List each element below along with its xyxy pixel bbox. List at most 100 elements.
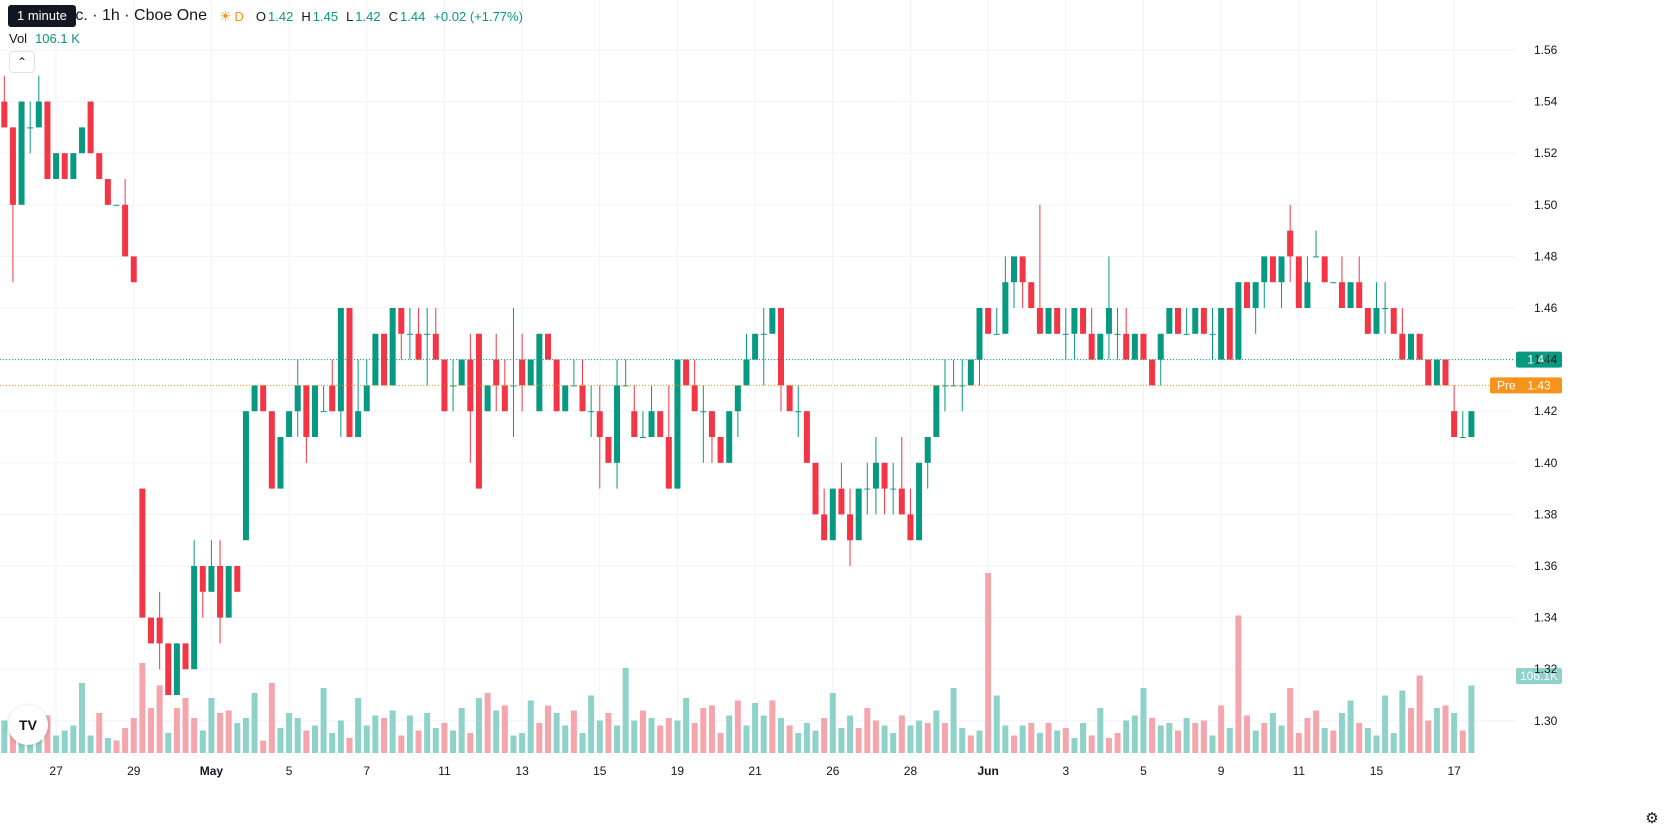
volume-bar	[1192, 723, 1199, 753]
volume-bar	[536, 723, 543, 753]
chevron-up-icon: ⌃	[16, 55, 28, 69]
volume-bar	[1166, 723, 1173, 753]
tradingview-logo[interactable]: TV	[8, 705, 48, 745]
volume-bar	[1407, 708, 1414, 753]
candle-body	[976, 308, 983, 360]
candle-body	[1218, 308, 1225, 360]
volume-bar	[1157, 725, 1164, 753]
volume-bar	[683, 698, 690, 753]
candle-body	[1382, 308, 1389, 309]
candle-body	[1209, 333, 1216, 335]
candle-body	[1105, 308, 1112, 334]
volume-bar	[234, 723, 241, 753]
candle-body	[933, 385, 940, 437]
candle-body	[1295, 256, 1302, 308]
y-tick-label: 1.36	[1534, 559, 1558, 573]
volume-bar	[700, 708, 707, 753]
candle-body	[303, 385, 310, 437]
volume-bar	[1011, 735, 1018, 753]
volume-bar	[104, 738, 111, 753]
candle-body	[734, 385, 741, 412]
candle-body	[1416, 333, 1423, 360]
volume-legend: Vol 106.1 K	[9, 31, 80, 46]
volume-bar	[1304, 718, 1311, 753]
volume-bar	[484, 693, 491, 753]
volume-bar	[148, 708, 155, 753]
volume-bar	[1174, 730, 1181, 753]
volume-bar	[363, 725, 370, 753]
volume-bar	[406, 715, 413, 753]
gear-icon[interactable]: ⚙	[1645, 810, 1659, 827]
volume-bar	[570, 710, 577, 753]
volume-bar	[191, 718, 198, 753]
volume-bar	[1209, 735, 1216, 753]
candle-body	[1399, 333, 1406, 360]
candle-body	[821, 514, 828, 541]
candle-body	[1261, 256, 1268, 283]
volume-bar	[1287, 688, 1294, 753]
symbol-title[interactable]: Inc. · 1h · Cboe One	[62, 7, 207, 24]
candle-body	[398, 308, 405, 334]
volume-bar	[122, 728, 129, 753]
volume-bar	[821, 718, 828, 753]
candle-body	[1364, 308, 1371, 334]
candle-body	[18, 101, 25, 205]
candle-body	[907, 514, 914, 541]
low-value: 1.42	[355, 8, 381, 24]
candle-body	[493, 359, 500, 386]
candle-body	[1330, 282, 1337, 284]
candle-body	[864, 488, 871, 490]
candle-body	[1166, 308, 1173, 334]
candle-body	[424, 333, 431, 335]
candle-body	[786, 385, 793, 412]
candle-body	[148, 617, 155, 644]
candle-body	[501, 385, 508, 412]
volume-bar	[87, 735, 94, 753]
x-tick-label: 17	[1447, 764, 1461, 778]
candle-body	[657, 411, 664, 437]
candle-body	[950, 385, 957, 387]
candle-body	[881, 462, 888, 489]
candle-body	[924, 437, 931, 463]
y-tick-label: 1.38	[1534, 507, 1558, 521]
candle-body	[9, 127, 16, 205]
volume-bar	[251, 693, 258, 753]
candle-body	[752, 333, 759, 360]
candle-body	[527, 359, 534, 386]
volume-bar	[778, 718, 784, 753]
candle-body	[1433, 359, 1440, 386]
candle-body	[458, 359, 465, 386]
y-tick-label: 1.44	[1534, 353, 1558, 367]
candle-body	[165, 643, 172, 695]
collapse-legend-button[interactable]: ⌃	[9, 51, 35, 73]
candle-body	[70, 153, 77, 179]
x-tick-label: 29	[127, 764, 141, 778]
volume-bar	[1123, 720, 1130, 753]
candle-body	[53, 153, 60, 179]
candle-body	[139, 488, 146, 618]
candle-body	[1226, 308, 1233, 360]
candle-body	[665, 437, 672, 489]
candle-body	[562, 385, 569, 412]
volume-bar	[950, 688, 957, 753]
volume-bar	[665, 718, 672, 753]
candle-body	[1062, 333, 1069, 335]
candle-body	[1036, 308, 1043, 334]
volume-bar	[847, 715, 854, 753]
volume-bar	[1269, 713, 1276, 753]
volume-bar	[907, 725, 914, 753]
y-tick-label: 1.40	[1534, 456, 1558, 470]
candle-body	[1356, 282, 1363, 308]
x-tick-label: 3	[1062, 764, 1069, 778]
candle-body	[579, 385, 586, 412]
candle-body	[1278, 256, 1285, 283]
volume-bar	[803, 723, 810, 753]
candle-body	[1200, 308, 1207, 334]
volume-bar	[1235, 615, 1242, 753]
candle-body	[993, 333, 1000, 335]
volume-bar	[1045, 723, 1052, 753]
high-value: 1.45	[312, 8, 339, 24]
candle-body	[812, 462, 819, 515]
